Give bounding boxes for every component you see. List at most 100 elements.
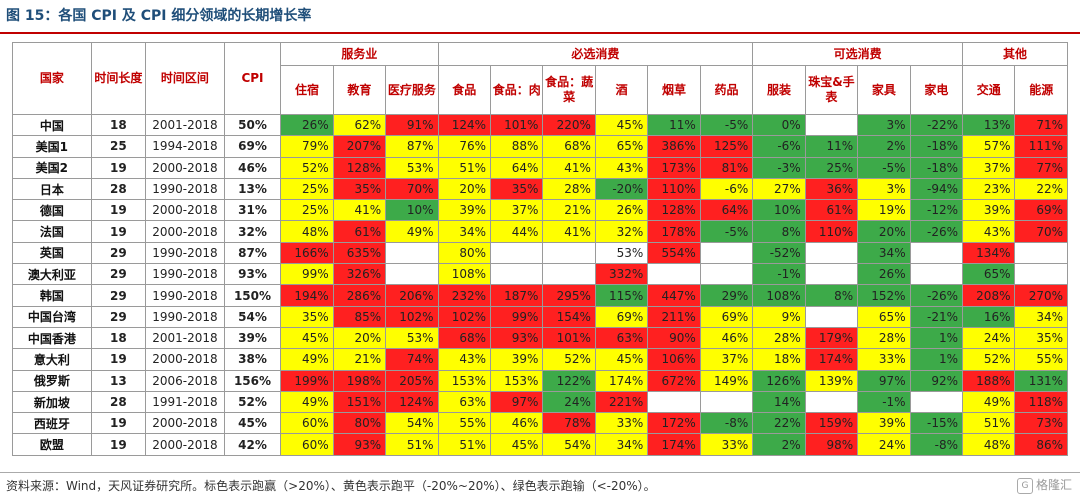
cell-cpi: 32%: [223, 220, 282, 243]
cell-value: 99%: [280, 263, 334, 286]
cell-value: 68%: [542, 135, 596, 158]
header-sub-9: 服装: [752, 65, 806, 115]
header-sub-1: 教育: [332, 65, 387, 115]
cell-country: 日本: [12, 177, 92, 201]
cell-cpi: 54%: [223, 305, 282, 328]
cell-value: 270%: [1014, 284, 1068, 307]
cell-cpi: 87%: [223, 241, 282, 265]
cell-value: 110%: [804, 220, 859, 243]
header-duration: 时间长度: [90, 42, 147, 115]
cell-value: 88%: [490, 135, 544, 158]
cell-value: 73%: [1014, 412, 1068, 435]
cell-value: 20%: [857, 220, 911, 243]
cell-value: 131%: [1014, 369, 1068, 392]
cell-value: 49%: [280, 348, 334, 371]
cell-value: 45%: [594, 113, 649, 137]
cell-value: 26%: [280, 113, 334, 137]
cell-value: [699, 390, 754, 414]
cell-range: 1990-2018: [145, 305, 225, 328]
cell-value: -1%: [857, 390, 911, 414]
cell-value: 52%: [280, 156, 334, 179]
cell-country: 俄罗斯: [12, 369, 92, 392]
cell-value: 57%: [962, 135, 1016, 158]
cell-value: 153%: [490, 369, 544, 392]
cell-value: 174%: [594, 369, 649, 392]
cell-value: 79%: [280, 135, 334, 158]
cell-value: [909, 390, 964, 414]
cell-value: 33%: [857, 348, 911, 371]
cell-value: 60%: [280, 412, 334, 435]
cell-value: 108%: [437, 263, 492, 286]
cell-value: 326%: [332, 263, 387, 286]
cell-value: 101%: [490, 113, 544, 137]
cell-value: 672%: [647, 369, 701, 392]
figure-title: 图 15：各国 CPI 及 CPI 细分领域的长期增长率: [0, 0, 1080, 34]
cell-value: 24%: [542, 390, 596, 414]
cell-cpi: 150%: [223, 284, 282, 307]
cell-value: 93%: [332, 433, 387, 456]
cell-value: 207%: [332, 135, 387, 158]
cell-value: 139%: [804, 369, 859, 392]
cell-value: 51%: [385, 433, 439, 456]
cell-value: 8%: [804, 284, 859, 307]
cell-country: 西班牙: [12, 412, 92, 435]
cell-country: 韩国: [12, 284, 92, 307]
cell-value: [385, 263, 439, 286]
header-row-groups: 国家 时间长度 时间区间 CPI 服务业 必选消费 可选消费 其他: [12, 42, 1068, 115]
cell-range: 2000-2018: [145, 156, 225, 179]
cell-value: 43%: [962, 220, 1016, 243]
cell-value: 61%: [332, 220, 387, 243]
cell-value: 51%: [437, 433, 492, 456]
table-row: 中国 18 2001-2018 50% 26% 62% 91% 124% 101% 220% 45%…: [12, 113, 1068, 137]
header-cpi: CPI: [223, 42, 282, 115]
cell-value: -8%: [909, 433, 964, 456]
cell-cpi: 46%: [223, 156, 282, 179]
cell-value: 48%: [962, 433, 1016, 456]
cell-value: 21%: [332, 348, 387, 371]
cell-value: 221%: [594, 390, 649, 414]
cell-value: -8%: [699, 412, 754, 435]
cell-value: -12%: [909, 199, 964, 222]
cell-value: 21%: [542, 199, 596, 222]
cell-value: 25%: [280, 199, 334, 222]
cell-value: 71%: [1014, 113, 1068, 137]
source-note: 资料来源：Wind，天风证券研究所。标色表示跑赢（>20%）、黄色表示跑平（-2…: [0, 472, 1080, 500]
cell-value: -5%: [857, 156, 911, 179]
header-sub-2: 医疗服务: [385, 65, 439, 115]
cell-cpi: 45%: [223, 412, 282, 435]
cell-value: 55%: [1014, 348, 1068, 371]
cell-value: [542, 263, 596, 286]
cell-value: [490, 241, 544, 265]
table-row: 美国1 25 1994-2018 69% 79% 207% 87% 76% 88% 68% 65% 3…: [12, 135, 1068, 158]
table-row: 意大利 19 2000-2018 38% 49% 21% 74% 43% 39% 52% 45% 10…: [12, 348, 1068, 371]
cell-value: 53%: [594, 241, 649, 265]
cell-value: 62%: [332, 113, 387, 137]
cell-value: 178%: [647, 220, 701, 243]
cell-value: 2%: [857, 135, 911, 158]
cell-value: 46%: [699, 326, 754, 350]
cell-value: 9%: [752, 305, 806, 328]
cell-value: [804, 390, 859, 414]
cell-value: 27%: [752, 177, 806, 201]
table-row: 中国香港 18 2001-2018 39% 45% 20% 53% 68% 93% 101% 63%…: [12, 326, 1068, 350]
cell-value: 53%: [385, 326, 439, 350]
header-sub-14: 能源: [1014, 65, 1068, 115]
cell-country: 意大利: [12, 348, 92, 371]
cell-value: 32%: [594, 220, 649, 243]
header-sub-12: 家电: [909, 65, 964, 115]
cell-country: 美国2: [12, 156, 92, 179]
cell-value: 174%: [804, 348, 859, 371]
cell-value: 2%: [752, 433, 806, 456]
cell-value: 172%: [647, 412, 701, 435]
cell-duration: 29: [90, 284, 147, 307]
cell-value: 295%: [542, 284, 596, 307]
cell-country: 欧盟: [12, 433, 92, 456]
cell-value: 24%: [962, 326, 1016, 350]
cell-value: [699, 241, 754, 265]
cell-country: 澳大利亚: [12, 263, 92, 286]
logo-icon: G: [1016, 477, 1033, 494]
cell-value: -20%: [594, 177, 649, 201]
cell-country: 德国: [12, 199, 92, 222]
cell-value: 54%: [542, 433, 596, 456]
cell-value: 447%: [647, 284, 701, 307]
